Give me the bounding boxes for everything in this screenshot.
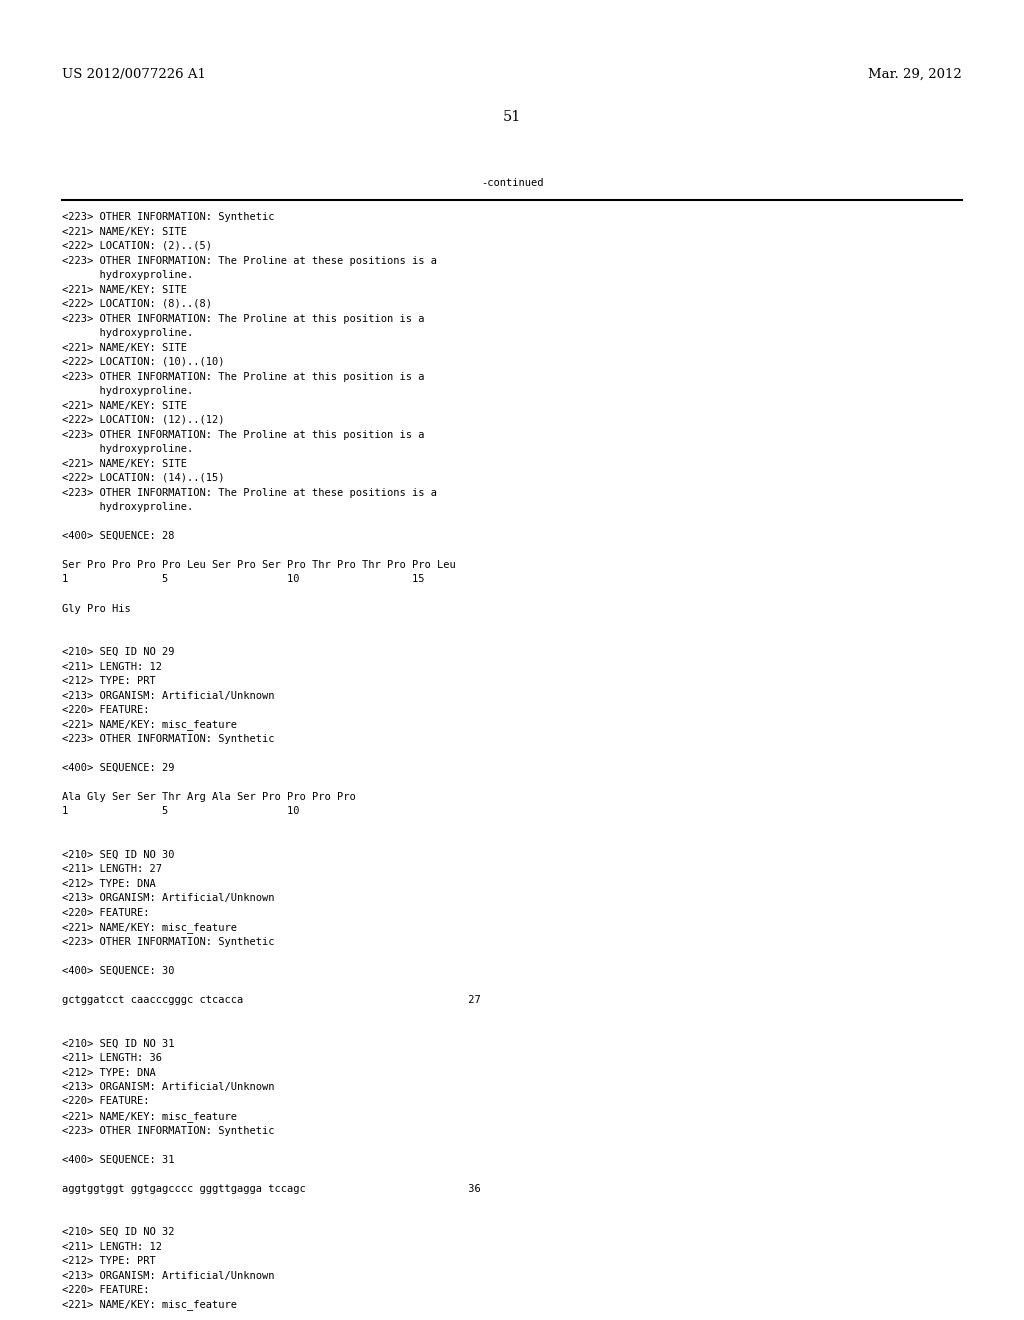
Text: <223> OTHER INFORMATION: The Proline at this position is a: <223> OTHER INFORMATION: The Proline at … bbox=[62, 371, 425, 381]
Text: aggtggtggt ggtgagcccc gggttgagga tccagc                          36: aggtggtggt ggtgagcccc gggttgagga tccagc … bbox=[62, 1184, 480, 1193]
Text: <212> TYPE: PRT: <212> TYPE: PRT bbox=[62, 676, 156, 686]
Text: <210> SEQ ID NO 32: <210> SEQ ID NO 32 bbox=[62, 1228, 174, 1237]
Text: <400> SEQUENCE: 30: <400> SEQUENCE: 30 bbox=[62, 966, 174, 975]
Text: <223> OTHER INFORMATION: The Proline at this position is a: <223> OTHER INFORMATION: The Proline at … bbox=[62, 314, 425, 323]
Text: <210> SEQ ID NO 30: <210> SEQ ID NO 30 bbox=[62, 850, 174, 861]
Text: <213> ORGANISM: Artificial/Unknown: <213> ORGANISM: Artificial/Unknown bbox=[62, 1270, 274, 1280]
Text: Ser Pro Pro Pro Pro Leu Ser Pro Ser Pro Thr Pro Thr Pro Pro Leu: Ser Pro Pro Pro Pro Leu Ser Pro Ser Pro … bbox=[62, 560, 456, 570]
Text: <221> NAME/KEY: SITE: <221> NAME/KEY: SITE bbox=[62, 400, 187, 411]
Text: <220> FEATURE:: <220> FEATURE: bbox=[62, 705, 150, 715]
Text: <223> OTHER INFORMATION: Synthetic: <223> OTHER INFORMATION: Synthetic bbox=[62, 1126, 274, 1135]
Text: hydroxyproline.: hydroxyproline. bbox=[62, 444, 194, 454]
Text: <212> TYPE: DNA: <212> TYPE: DNA bbox=[62, 879, 156, 888]
Text: -continued: -continued bbox=[480, 178, 544, 187]
Text: hydroxyproline.: hydroxyproline. bbox=[62, 327, 194, 338]
Text: 1               5                   10: 1 5 10 bbox=[62, 807, 299, 817]
Text: <221> NAME/KEY: misc_feature: <221> NAME/KEY: misc_feature bbox=[62, 719, 237, 730]
Text: 51: 51 bbox=[503, 110, 521, 124]
Text: <223> OTHER INFORMATION: Synthetic: <223> OTHER INFORMATION: Synthetic bbox=[62, 213, 274, 222]
Text: 1               5                   10                  15: 1 5 10 15 bbox=[62, 574, 425, 585]
Text: <222> LOCATION: (12)..(12): <222> LOCATION: (12)..(12) bbox=[62, 414, 224, 425]
Text: <212> TYPE: DNA: <212> TYPE: DNA bbox=[62, 1068, 156, 1077]
Text: Mar. 29, 2012: Mar. 29, 2012 bbox=[868, 69, 962, 81]
Text: <213> ORGANISM: Artificial/Unknown: <213> ORGANISM: Artificial/Unknown bbox=[62, 1082, 274, 1092]
Text: <221> NAME/KEY: SITE: <221> NAME/KEY: SITE bbox=[62, 342, 187, 352]
Text: gctggatcct caacccgggc ctcacca                                    27: gctggatcct caacccgggc ctcacca 27 bbox=[62, 995, 480, 1005]
Text: <211> LENGTH: 27: <211> LENGTH: 27 bbox=[62, 865, 162, 874]
Text: hydroxyproline.: hydroxyproline. bbox=[62, 271, 194, 280]
Text: <220> FEATURE:: <220> FEATURE: bbox=[62, 908, 150, 917]
Text: <400> SEQUENCE: 31: <400> SEQUENCE: 31 bbox=[62, 1155, 174, 1164]
Text: <221> NAME/KEY: SITE: <221> NAME/KEY: SITE bbox=[62, 285, 187, 294]
Text: <222> LOCATION: (2)..(5): <222> LOCATION: (2)..(5) bbox=[62, 242, 212, 251]
Text: <400> SEQUENCE: 28: <400> SEQUENCE: 28 bbox=[62, 531, 174, 541]
Text: <400> SEQUENCE: 29: <400> SEQUENCE: 29 bbox=[62, 763, 174, 774]
Text: <223> OTHER INFORMATION: Synthetic: <223> OTHER INFORMATION: Synthetic bbox=[62, 937, 274, 946]
Text: <220> FEATURE:: <220> FEATURE: bbox=[62, 1097, 150, 1106]
Text: <221> NAME/KEY: SITE: <221> NAME/KEY: SITE bbox=[62, 458, 187, 469]
Text: US 2012/0077226 A1: US 2012/0077226 A1 bbox=[62, 69, 206, 81]
Text: <222> LOCATION: (14)..(15): <222> LOCATION: (14)..(15) bbox=[62, 473, 224, 483]
Text: <213> ORGANISM: Artificial/Unknown: <213> ORGANISM: Artificial/Unknown bbox=[62, 690, 274, 701]
Text: <221> NAME/KEY: misc_feature: <221> NAME/KEY: misc_feature bbox=[62, 923, 237, 933]
Text: <211> LENGTH: 12: <211> LENGTH: 12 bbox=[62, 661, 162, 672]
Text: <223> OTHER INFORMATION: The Proline at these positions is a: <223> OTHER INFORMATION: The Proline at … bbox=[62, 256, 437, 265]
Text: <223> OTHER INFORMATION: The Proline at this position is a: <223> OTHER INFORMATION: The Proline at … bbox=[62, 429, 425, 440]
Text: Ala Gly Ser Ser Thr Arg Ala Ser Pro Pro Pro Pro: Ala Gly Ser Ser Thr Arg Ala Ser Pro Pro … bbox=[62, 792, 355, 803]
Text: <223> OTHER INFORMATION: Synthetic: <223> OTHER INFORMATION: Synthetic bbox=[62, 734, 274, 744]
Text: <222> LOCATION: (8)..(8): <222> LOCATION: (8)..(8) bbox=[62, 300, 212, 309]
Text: <211> LENGTH: 36: <211> LENGTH: 36 bbox=[62, 1053, 162, 1063]
Text: <220> FEATURE:: <220> FEATURE: bbox=[62, 1284, 150, 1295]
Text: <213> ORGANISM: Artificial/Unknown: <213> ORGANISM: Artificial/Unknown bbox=[62, 894, 274, 903]
Text: Gly Pro His: Gly Pro His bbox=[62, 603, 131, 614]
Text: <210> SEQ ID NO 29: <210> SEQ ID NO 29 bbox=[62, 647, 174, 657]
Text: <223> OTHER INFORMATION: The Proline at these positions is a: <223> OTHER INFORMATION: The Proline at … bbox=[62, 487, 437, 498]
Text: <210> SEQ ID NO 31: <210> SEQ ID NO 31 bbox=[62, 1039, 174, 1048]
Text: <212> TYPE: PRT: <212> TYPE: PRT bbox=[62, 1257, 156, 1266]
Text: <222> LOCATION: (10)..(10): <222> LOCATION: (10)..(10) bbox=[62, 356, 224, 367]
Text: hydroxyproline.: hydroxyproline. bbox=[62, 502, 194, 512]
Text: <221> NAME/KEY: misc_feature: <221> NAME/KEY: misc_feature bbox=[62, 1111, 237, 1122]
Text: <221> NAME/KEY: misc_feature: <221> NAME/KEY: misc_feature bbox=[62, 1299, 237, 1311]
Text: <221> NAME/KEY: SITE: <221> NAME/KEY: SITE bbox=[62, 227, 187, 236]
Text: hydroxyproline.: hydroxyproline. bbox=[62, 385, 194, 396]
Text: <211> LENGTH: 12: <211> LENGTH: 12 bbox=[62, 1242, 162, 1251]
